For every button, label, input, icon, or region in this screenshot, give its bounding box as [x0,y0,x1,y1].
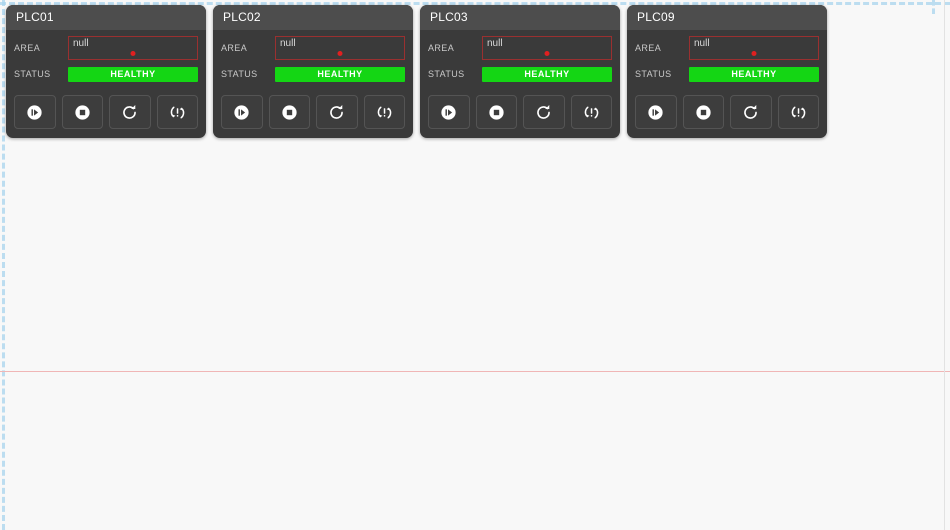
plc-card-body: AREA null STATUS HEALTHY [6,30,206,89]
stop-circle-icon [280,103,299,122]
area-input[interactable]: null [275,36,405,60]
status-field-row: STATUS HEALTHY [635,63,819,85]
area-input[interactable]: null [482,36,612,60]
reset-fault-button[interactable] [777,95,819,129]
status-label: STATUS [14,69,51,79]
plc-card-plc01[interactable]: PLC01 AREA null STATUS HEALTHY [6,5,206,138]
restart-button[interactable] [109,95,151,129]
area-value: null [280,38,296,49]
page-vertical-divider [944,0,945,530]
area-value: null [487,38,503,49]
plc-card-body: AREA null STATUS HEALTHY [213,30,413,89]
stop-button[interactable] [268,95,310,129]
play-circle-icon [439,103,458,122]
stop-circle-icon [73,103,92,122]
plc-card-grid: PLC01 AREA null STATUS HEALTHY PLC02 ARE… [6,5,827,138]
stop-button[interactable] [682,95,724,129]
plc-action-button-row [420,89,620,138]
status-badge: HEALTHY [275,66,405,82]
play-circle-icon [232,103,251,122]
restart-button[interactable] [316,95,358,129]
play-circle-icon [25,103,44,122]
plc-action-button-row [6,89,206,138]
page-guide-left-line [2,0,5,530]
status-field-row: STATUS HEALTHY [14,63,198,85]
start-button[interactable] [428,95,470,129]
status-field-row: STATUS HEALTHY [221,63,405,85]
area-value: null [73,38,89,49]
refresh-icon [120,103,139,122]
refresh-icon [741,103,760,122]
plc-card-title: PLC01 [6,5,206,30]
area-label: AREA [635,43,662,53]
area-marker-dot [130,51,136,56]
area-input[interactable]: null [68,36,198,60]
reset-alert-icon [789,103,808,122]
status-field-row: STATUS HEALTHY [428,63,612,85]
area-field-row: AREA null [635,35,819,61]
plc-action-button-row [627,89,827,138]
area-marker-dot [751,51,757,56]
restart-button[interactable] [523,95,565,129]
page-horizontal-divider [0,371,950,372]
refresh-icon [534,103,553,122]
reset-fault-button[interactable] [570,95,612,129]
area-marker-dot [337,51,343,56]
area-field-row: AREA null [14,35,198,61]
status-label: STATUS [635,69,672,79]
play-circle-icon [646,103,665,122]
area-input[interactable]: null [689,36,819,60]
area-label: AREA [428,43,455,53]
status-badge: HEALTHY [689,66,819,82]
refresh-icon [327,103,346,122]
stop-button[interactable] [61,95,103,129]
status-badge: HEALTHY [68,66,198,82]
reset-alert-icon [168,103,187,122]
reset-fault-button[interactable] [156,95,198,129]
start-button[interactable] [221,95,263,129]
plc-card-plc03[interactable]: PLC03 AREA null STATUS HEALTHY [420,5,620,138]
plc-card-body: AREA null STATUS HEALTHY [627,30,827,89]
plc-card-plc09[interactable]: PLC09 AREA null STATUS HEALTHY [627,5,827,138]
plc-action-button-row [213,89,413,138]
stop-button[interactable] [475,95,517,129]
area-field-row: AREA null [428,35,612,61]
plc-card-title: PLC02 [213,5,413,30]
page-guide-top-line [0,2,950,5]
reset-alert-icon [582,103,601,122]
reset-fault-button[interactable] [363,95,405,129]
plc-card-title: PLC03 [420,5,620,30]
plc-card-title: PLC09 [627,5,827,30]
area-label: AREA [221,43,248,53]
area-marker-dot [544,51,550,56]
status-label: STATUS [428,69,465,79]
area-value: null [694,38,710,49]
page-guide-right-line [932,0,935,14]
plc-card-body: AREA null STATUS HEALTHY [420,30,620,89]
reset-alert-icon [375,103,394,122]
stop-circle-icon [487,103,506,122]
status-badge: HEALTHY [482,66,612,82]
area-field-row: AREA null [221,35,405,61]
stop-circle-icon [694,103,713,122]
plc-card-plc02[interactable]: PLC02 AREA null STATUS HEALTHY [213,5,413,138]
start-button[interactable] [14,95,56,129]
start-button[interactable] [635,95,677,129]
status-label: STATUS [221,69,258,79]
area-label: AREA [14,43,41,53]
restart-button[interactable] [730,95,772,129]
